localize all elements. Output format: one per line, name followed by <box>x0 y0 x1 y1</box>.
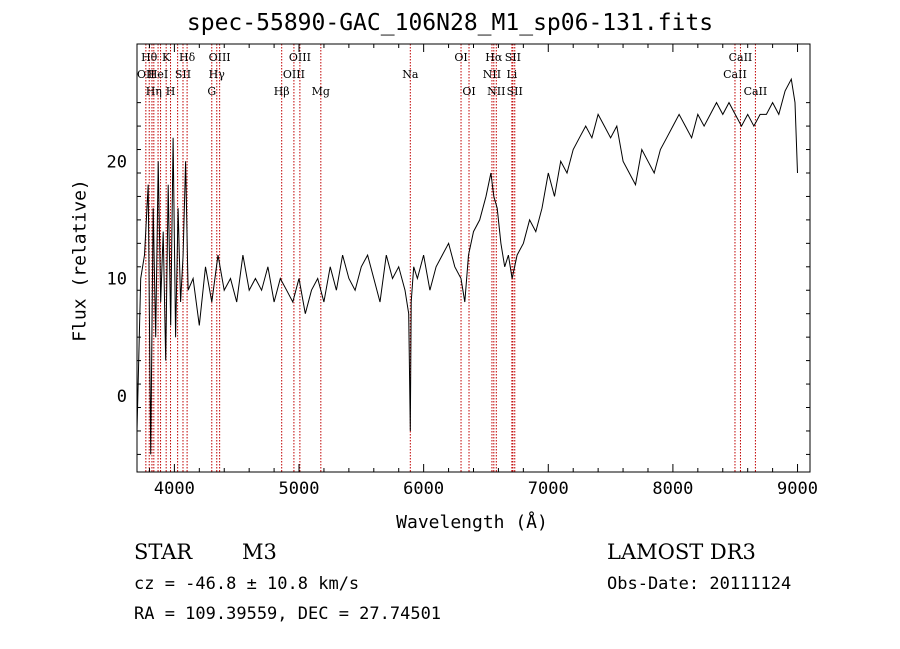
spectral-line-label: Mg <box>312 85 330 98</box>
spectral-line-label: H <box>166 85 176 98</box>
spectral-line-label: OIII <box>283 68 305 81</box>
x-tick-label: 8000 <box>652 479 693 499</box>
observation-date: Obs-Date: 20111124 <box>607 574 792 594</box>
object-subclass: M3 <box>242 540 277 564</box>
redshift-velocity: cz = -46.8 ± 10.8 km/s <box>134 574 360 594</box>
spectral-line-label: OI <box>454 51 467 64</box>
x-tick-label: 5000 <box>279 479 320 499</box>
spectral-line-label: OIII <box>209 51 231 64</box>
x-tick-label: 7000 <box>528 479 569 499</box>
spectral-line-labels: OII Hθ Hη HeI K H SII Hδ G Hγ OIII Hβ OIII OIII Mg Na OI… <box>137 51 767 98</box>
spectral-line-label: CaII <box>723 68 747 81</box>
y-tick-label: 20 <box>107 152 127 172</box>
spectral-line-label: OII <box>137 68 155 81</box>
spectral-line-label: Hγ <box>209 68 226 81</box>
spectral-line-label: Na <box>402 68 419 81</box>
spectral-line-label: Hθ <box>141 51 158 64</box>
spectral-line-label: CaII <box>729 51 753 64</box>
spectral-line-label: NII <box>487 85 505 98</box>
spectral-line-label: Li <box>506 68 517 81</box>
spectral-line-label: SII <box>175 68 191 81</box>
spectral-line-label: K <box>162 51 171 64</box>
spectral-line-label: Hβ <box>274 85 290 98</box>
spectrum-series-line <box>136 77 798 455</box>
sky-coordinates: RA = 109.39559, DEC = 27.74501 <box>134 604 442 624</box>
spectral-line-label: HeI <box>148 68 168 81</box>
chart-title: spec-55890-GAC_106N28_M1_sp06-131.fits <box>186 10 714 36</box>
plot-frame <box>136 43 811 473</box>
y-tick-label: 0 <box>117 387 127 407</box>
x-tick-label: 9000 <box>777 479 818 499</box>
y-axis-label: Flux (relative) <box>69 179 91 342</box>
spectral-line-label: SII <box>507 85 523 98</box>
spectral-line-markers <box>145 44 756 472</box>
spectral-line-label: NII <box>483 68 501 81</box>
y-axis-ticks: 0 10 20 <box>107 102 810 455</box>
spectral-line-label: OIII <box>289 51 311 64</box>
spectral-line-label: SII <box>505 51 521 64</box>
y-tick-label: 10 <box>107 270 127 290</box>
x-tick-label: 6000 <box>403 479 444 499</box>
spectral-line-label: CaII <box>744 85 768 98</box>
spectral-line-label: Hδ <box>179 51 196 64</box>
spectral-line-label: Hη <box>146 85 162 98</box>
spectral-line-label: G <box>207 85 216 98</box>
survey-name: LAMOST DR3 <box>607 540 756 564</box>
object-class: STAR <box>134 540 193 564</box>
spectral-line-label: Hα <box>485 51 503 64</box>
x-axis-label: Wavelength (Å) <box>396 512 548 533</box>
spectral-line-label: OI <box>462 85 475 98</box>
x-tick-label: 4000 <box>154 479 195 499</box>
x-axis-ticks: 4000 5000 6000 7000 8000 9000 <box>148 44 818 499</box>
